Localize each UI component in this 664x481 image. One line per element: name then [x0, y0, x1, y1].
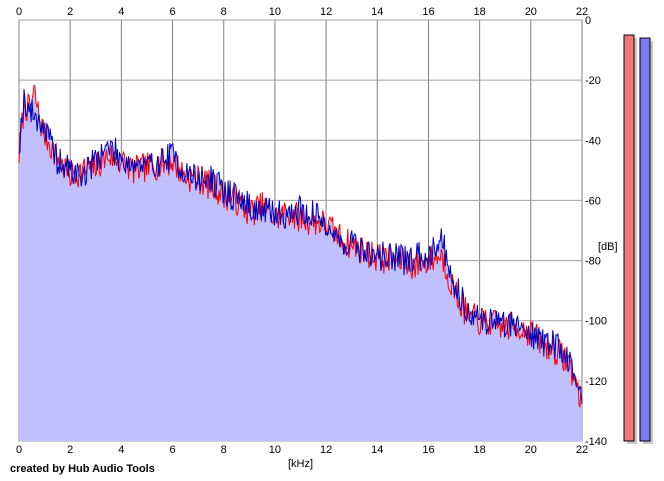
- x-tick-label-top: 8: [221, 6, 227, 18]
- x-tick-label-bottom: 14: [371, 444, 383, 456]
- x-tick-label-top: 10: [269, 6, 281, 18]
- y-tick-label: -20: [585, 75, 601, 87]
- x-tick-label-bottom: 8: [221, 444, 227, 456]
- y-tick-label: -40: [585, 135, 601, 147]
- x-tick-label-bottom: 16: [422, 444, 434, 456]
- y-tick-label: 0: [585, 15, 591, 27]
- x-tick-label-top: 14: [371, 6, 383, 18]
- x-tick-label-top: 18: [474, 6, 486, 18]
- x-tick-label-top: 20: [525, 6, 537, 18]
- level-meter-right: [639, 37, 651, 442]
- y-axis-unit-label: [dB]: [598, 241, 618, 253]
- y-tick-label: -140: [585, 436, 607, 448]
- y-tick-label: -120: [585, 376, 607, 388]
- spectrum-lines: [18, 84, 583, 408]
- x-ticks-top: 0 2 4 6 8 10 12 14 16 18 20 22: [16, 6, 588, 18]
- x-tick-label-bottom: 12: [320, 444, 332, 456]
- x-tick-label-top: 16: [422, 6, 434, 18]
- x-tick-label-top: 6: [169, 6, 175, 18]
- x-tick-label-top: 12: [320, 6, 332, 18]
- level-meter-left: [623, 34, 635, 442]
- series-line-blue: [18, 89, 583, 405]
- x-tick-label-bottom: 10: [269, 444, 281, 456]
- x-tick-label-bottom: 6: [169, 444, 175, 456]
- x-tick-label-bottom: 20: [525, 444, 537, 456]
- level-meters: [623, 34, 653, 445]
- x-tick-label-bottom: 0: [16, 444, 22, 456]
- y-ticks: 0 -20 -40 -60 -80 -100 -120 -140: [585, 15, 607, 448]
- x-ticks-bottom: 0 2 4 6 8 10 12 14 16 18 20 22: [16, 444, 588, 456]
- x-tick-label-top: 2: [67, 6, 73, 18]
- x-tick-label-top: 0: [16, 6, 22, 18]
- x-tick-label-bottom: 22: [576, 444, 588, 456]
- y-tick-label: -80: [585, 256, 601, 268]
- x-axis-unit-label: [kHz]: [288, 458, 313, 470]
- x-tick-label-bottom: 4: [118, 444, 124, 456]
- y-tick-label: -100: [585, 316, 607, 328]
- x-tick-label-bottom: 18: [474, 444, 486, 456]
- x-tick-label-bottom: 2: [67, 444, 73, 456]
- y-tick-label: -60: [585, 195, 601, 207]
- x-tick-label-top: 22: [576, 6, 588, 18]
- x-tick-label-top: 4: [118, 6, 124, 18]
- credit-text: created by Hub Audio Tools: [10, 463, 155, 475]
